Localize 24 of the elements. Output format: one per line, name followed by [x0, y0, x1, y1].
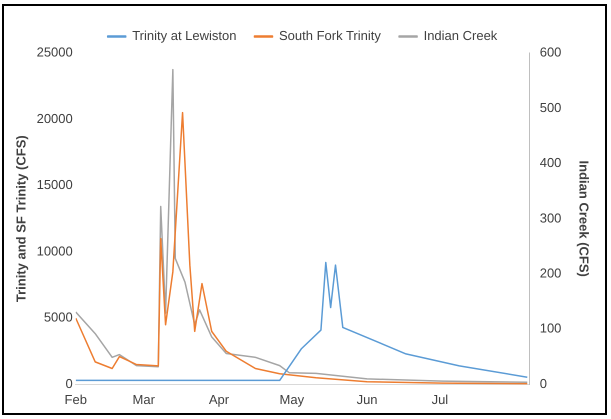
x-tick-label: Jul [432, 392, 448, 407]
y2-tick-label: 200 [540, 266, 562, 281]
x-tick-label: Apr [208, 392, 230, 407]
legend-label: Trinity at Lewiston [132, 28, 236, 44]
y2-tick-label: 500 [540, 100, 562, 115]
legend-label: Indian Creek [424, 28, 498, 44]
y-tick-label: 25000 [36, 44, 73, 60]
y2-tick-label: 600 [540, 44, 562, 60]
y2-axis-title: Indian Creek (CFS) [576, 160, 592, 277]
y-tick-label: 5000 [44, 310, 73, 325]
y-tick-label: 0 [66, 376, 73, 391]
y2-tick-label: 100 [540, 320, 562, 336]
y-tick-label: 10000 [36, 243, 73, 258]
y2-tick-label: 300 [540, 210, 562, 226]
x-tick-label: Feb [64, 392, 87, 407]
x-tick-label: May [280, 392, 305, 407]
y-axis-title: Trinity and SF Trinity (CFS) [13, 135, 28, 302]
x-tick-label: Mar [132, 392, 156, 407]
x-tick-label: Jun [356, 392, 378, 407]
legend-label: South Fork Trinity [278, 28, 382, 44]
y2-tick-label: 0 [540, 376, 547, 391]
y-tick-label: 20000 [36, 110, 73, 126]
y2-tick-label: 400 [540, 155, 562, 170]
y-tick-label: 15000 [36, 177, 73, 192]
